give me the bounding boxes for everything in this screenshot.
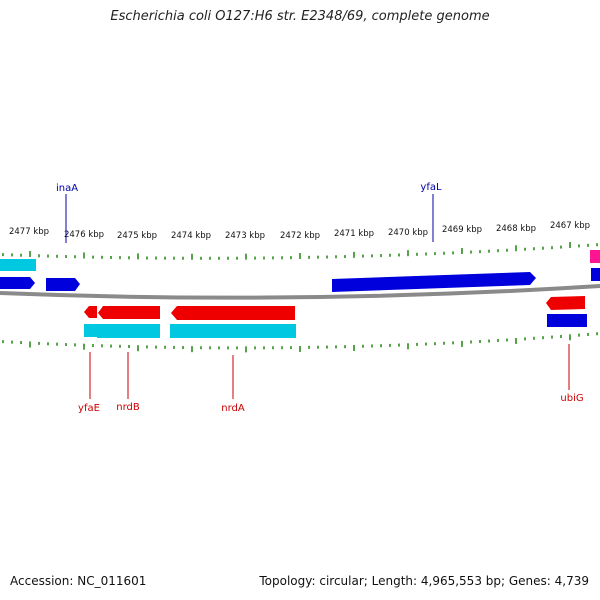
accession-text: Accession: NC_011601: [10, 574, 147, 588]
gene-label-yfaE[interactable]: yfaE: [78, 403, 100, 414]
gene-arrow-forward[interactable]: [0, 277, 35, 289]
scale-label: 2470 kbp: [388, 228, 428, 238]
gene-arrow-reverse-yfaE[interactable]: [84, 306, 97, 318]
gene-block-forward[interactable]: [591, 268, 600, 281]
gene-label-nrdB[interactable]: nrdB: [116, 402, 140, 413]
scale-label: 2468 kbp: [496, 224, 536, 234]
scale-label: 2472 kbp: [280, 231, 320, 241]
scale-label: 2471 kbp: [334, 229, 374, 239]
scale-label: 2476 kbp: [64, 230, 104, 240]
rna-block[interactable]: [590, 250, 600, 263]
cds-block[interactable]: [84, 324, 97, 337]
scale-ticks: [2, 242, 598, 353]
gene-arrow-reverse-nrdB[interactable]: [98, 306, 160, 319]
cds-block[interactable]: [170, 324, 296, 338]
scale-label: 2473 kbp: [225, 231, 265, 241]
cds-block[interactable]: [97, 324, 160, 338]
gene-arrow-forward[interactable]: [46, 278, 80, 291]
scale-label: 2475 kbp: [117, 231, 157, 241]
scale-label: 2469 kbp: [442, 225, 482, 235]
gene-label-yfaL[interactable]: yfaL: [420, 182, 442, 193]
gene-arrow-reverse-ubiG[interactable]: [546, 296, 585, 310]
map-title: Escherichia coli O127:H6 str. E2348/69, …: [110, 9, 490, 24]
genome-backbone: [0, 284, 600, 300]
scale-labels: 2477 kbp 2476 kbp 2475 kbp 2474 kbp 2473 kbp…: [9, 221, 590, 241]
gene-arrow-forward-yfaL[interactable]: [332, 272, 536, 292]
scale-label: 2467 kbp: [550, 221, 590, 231]
scale-label: 2477 kbp: [9, 227, 49, 237]
gene-label-inaA[interactable]: inaA: [56, 183, 78, 194]
gene-label-ubiG[interactable]: ubiG: [560, 393, 583, 404]
gene-block-forward[interactable]: [547, 314, 587, 327]
scale-label: 2474 kbp: [171, 231, 211, 241]
gene-label-nrdA[interactable]: nrdA: [221, 403, 245, 414]
gene-arrow-reverse-nrdA[interactable]: [171, 306, 295, 320]
cds-block[interactable]: [0, 259, 36, 271]
topology-text: Topology: circular; Length: 4,965,553 bp…: [259, 574, 589, 588]
